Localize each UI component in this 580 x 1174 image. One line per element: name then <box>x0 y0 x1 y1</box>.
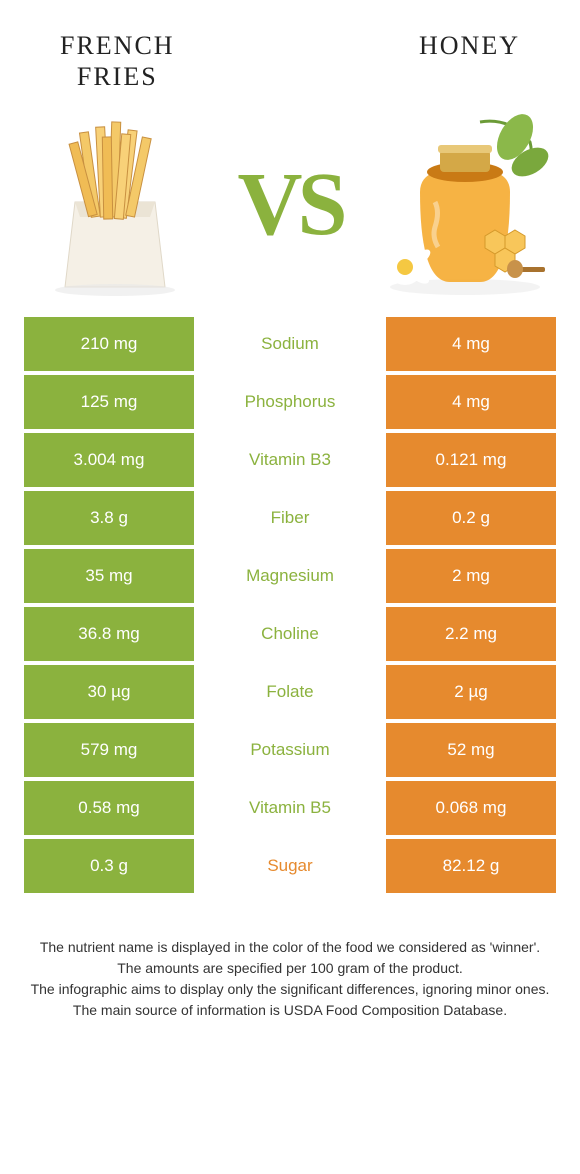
left-value: 579 mg <box>24 723 194 777</box>
nutrient-label: Phosphorus <box>194 375 386 429</box>
right-food-title: HONEY <box>419 30 520 61</box>
footer-line: The main source of information is USDA F… <box>30 1000 550 1021</box>
nutrient-label: Sodium <box>194 317 386 371</box>
nutrient-label: Vitamin B5 <box>194 781 386 835</box>
left-value: 0.3 g <box>24 839 194 893</box>
images-row: VS <box>0 102 580 317</box>
left-value: 210 mg <box>24 317 194 371</box>
left-value: 3.8 g <box>24 491 194 545</box>
nutrient-table: 210 mgSodium4 mg125 mgPhosphorus4 mg3.00… <box>0 317 580 893</box>
vs-label: VS <box>237 153 342 256</box>
nutrient-label: Magnesium <box>194 549 386 603</box>
footer-notes: The nutrient name is displayed in the co… <box>0 897 580 1021</box>
left-value: 36.8 mg <box>24 607 194 661</box>
nutrient-row: 30 µgFolate2 µg <box>24 665 556 719</box>
nutrient-label: Folate <box>194 665 386 719</box>
right-value: 2.2 mg <box>386 607 556 661</box>
nutrient-row: 579 mgPotassium52 mg <box>24 723 556 777</box>
nutrient-label: Choline <box>194 607 386 661</box>
right-value: 4 mg <box>386 375 556 429</box>
right-value: 4 mg <box>386 317 556 371</box>
footer-line: The nutrient name is displayed in the co… <box>30 937 550 958</box>
left-value: 35 mg <box>24 549 194 603</box>
header-titles: FRENCHFRIES HONEY <box>0 0 580 102</box>
right-value: 0.2 g <box>386 491 556 545</box>
left-value: 0.58 mg <box>24 781 194 835</box>
fries-image <box>30 112 200 297</box>
right-value: 52 mg <box>386 723 556 777</box>
nutrient-label: Potassium <box>194 723 386 777</box>
nutrient-label: Vitamin B3 <box>194 433 386 487</box>
nutrient-label: Sugar <box>194 839 386 893</box>
left-value: 3.004 mg <box>24 433 194 487</box>
nutrient-row: 35 mgMagnesium2 mg <box>24 549 556 603</box>
footer-line: The amounts are specified per 100 gram o… <box>30 958 550 979</box>
nutrient-row: 0.3 gSugar82.12 g <box>24 839 556 893</box>
nutrient-row: 3.004 mgVitamin B30.121 mg <box>24 433 556 487</box>
right-value: 2 µg <box>386 665 556 719</box>
right-value: 82.12 g <box>386 839 556 893</box>
left-food-title: FRENCHFRIES <box>60 30 175 92</box>
nutrient-row: 0.58 mgVitamin B50.068 mg <box>24 781 556 835</box>
right-value: 0.121 mg <box>386 433 556 487</box>
nutrient-row: 3.8 gFiber0.2 g <box>24 491 556 545</box>
left-value: 30 µg <box>24 665 194 719</box>
nutrient-row: 36.8 mgCholine2.2 mg <box>24 607 556 661</box>
footer-line: The infographic aims to display only the… <box>30 979 550 1000</box>
right-value: 0.068 mg <box>386 781 556 835</box>
left-value: 125 mg <box>24 375 194 429</box>
nutrient-label: Fiber <box>194 491 386 545</box>
honey-image <box>380 112 550 297</box>
nutrient-row: 210 mgSodium4 mg <box>24 317 556 371</box>
right-value: 2 mg <box>386 549 556 603</box>
nutrient-row: 125 mgPhosphorus4 mg <box>24 375 556 429</box>
